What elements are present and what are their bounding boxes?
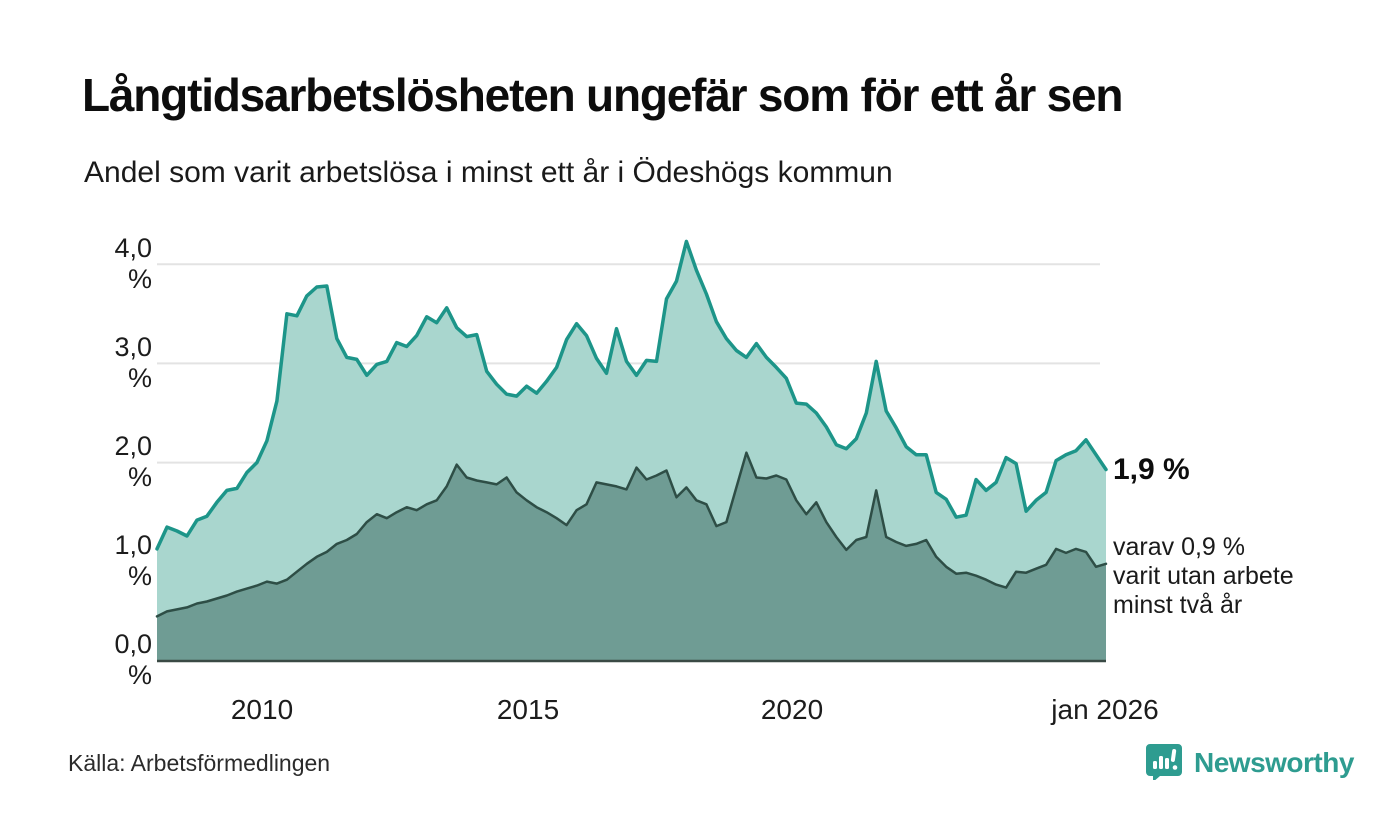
line-series-2: [155, 451, 1108, 618]
newsworthy-speech-bubble-chart-icon: [1144, 740, 1184, 785]
x-tick-jan2026: jan 2026: [1051, 694, 1159, 725]
series2-annotation-line1: varav 0,9 %: [1113, 533, 1246, 561]
y-tick-2: 2,0 %: [114, 431, 152, 492]
series2-annotation: varav 0,9 % varit utan arbete minst två …: [1113, 533, 1294, 620]
x-tick-2010: 2010: [230, 694, 294, 725]
line-series-1: [155, 239, 1108, 551]
y-tick-4: 4,0 %: [114, 233, 152, 294]
x-tick-2015: 2015: [496, 694, 560, 725]
page-subtitle: Andel som varit arbetslösa i minst ett å…: [84, 156, 893, 189]
series2-annotation-line2: varit utan arbete: [1113, 562, 1294, 590]
y-tick-0: 0,0 %: [114, 629, 152, 690]
series2-annotation-line3: minst två år: [1113, 591, 1243, 619]
y-tick-3: 3,0 %: [114, 332, 152, 393]
newsworthy-logo: Newsworthy: [1144, 740, 1354, 785]
page-title: Långtidsarbetslösheten ungefär som för e…: [82, 69, 1124, 121]
y-tick-1: 1,0 %: [114, 530, 152, 591]
series-end-value-label: 1,9 %: [1113, 453, 1190, 486]
newsworthy-logo-text: Newsworthy: [1194, 746, 1354, 778]
source-credit: Källa: Arbetsförmedlingen: [68, 750, 331, 776]
area-series-2: [157, 452, 1106, 661]
x-tick-2020: 2020: [760, 694, 824, 725]
